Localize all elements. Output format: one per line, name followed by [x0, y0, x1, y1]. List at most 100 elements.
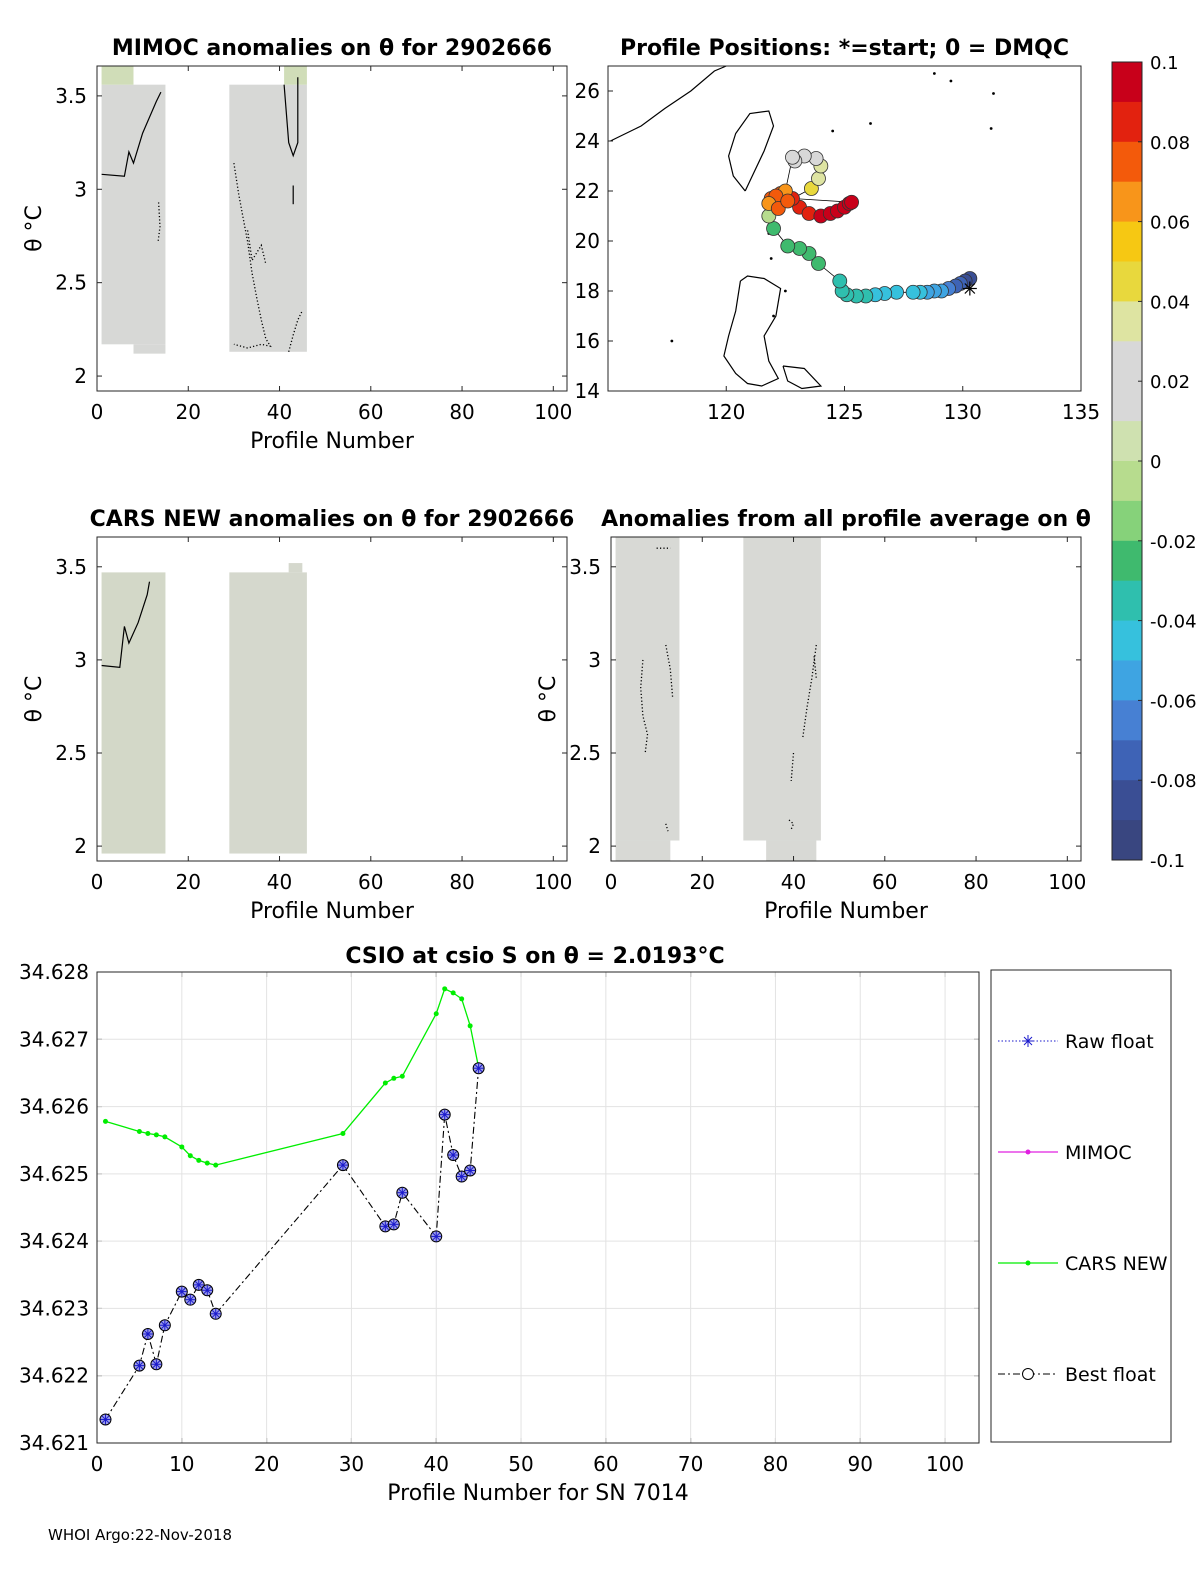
- cars-new-point: [136, 1128, 142, 1134]
- cars-new-point: [382, 1080, 388, 1086]
- raw-float-point: [449, 1151, 458, 1159]
- cars-new-point: [204, 1160, 210, 1166]
- x-tick-label: 20: [176, 400, 201, 424]
- coastline: [727, 110, 775, 192]
- raw-float-point: [398, 1188, 407, 1197]
- raw-float-point: [144, 1330, 152, 1338]
- colorbar-band: [1112, 700, 1142, 741]
- contour-line: [665, 644, 674, 698]
- anomaly-cell-block: [284, 66, 307, 85]
- x-tick-label: 120: [707, 400, 745, 424]
- x-tick-label: 10: [169, 1452, 194, 1476]
- y-tick-label: 34.621: [19, 1431, 89, 1455]
- legend-label: MIMOC: [1065, 1142, 1132, 1164]
- island-dot: [932, 72, 936, 75]
- profile-position-point: [766, 221, 781, 236]
- x-tick-label: 130: [944, 400, 982, 424]
- avg-x-axis-label: Profile Number: [764, 899, 929, 924]
- legend-label: Best float: [1065, 1364, 1156, 1386]
- anomaly-cell-block: [615, 537, 680, 841]
- y-tick-label: 2: [74, 834, 87, 858]
- profile-position-point: [811, 171, 826, 186]
- island-dot: [869, 122, 872, 125]
- cars-new-point: [391, 1075, 397, 1081]
- colorbar-band: [1112, 221, 1142, 262]
- cars-axes-frame: [96, 536, 568, 862]
- y-tick-label: 34.623: [19, 1296, 89, 1320]
- colorbar-tick-label: 0.08: [1150, 133, 1190, 154]
- island-dot: [783, 289, 787, 293]
- colorbar-band: [1112, 421, 1142, 462]
- legend-best-float-marker: [1022, 1368, 1034, 1380]
- raw-float-point: [194, 1281, 203, 1289]
- raw-float-point: [211, 1309, 220, 1318]
- raw-float-point: [432, 1232, 441, 1241]
- profile-position-point: [785, 149, 800, 165]
- y-tick-label: 2.5: [55, 741, 87, 765]
- x-tick-label: 30: [339, 1452, 364, 1476]
- x-tick-label: 0: [91, 870, 104, 894]
- colorbar-band: [1112, 101, 1142, 143]
- cars-new-point: [450, 990, 456, 996]
- avg-title: Anomalies from all profile average on θ: [601, 507, 1091, 532]
- legend-raw-float-marker: [1023, 1036, 1033, 1046]
- colorbar-band: [1112, 62, 1142, 103]
- colorbar-tick-label: 0.04: [1150, 292, 1190, 313]
- colorbar-band: [1112, 740, 1142, 781]
- y-axis-label: θ °C: [22, 676, 47, 723]
- x-tick-label: 20: [176, 870, 201, 894]
- legend-label: Raw float: [1065, 1031, 1154, 1053]
- anomaly-cell-block: [229, 572, 307, 854]
- raw-float-point: [152, 1360, 161, 1369]
- cars-new-point: [179, 1144, 185, 1150]
- profile-position-point: [780, 193, 796, 209]
- footer-text: WHOI Argo:22-Nov-2018: [48, 1526, 232, 1544]
- y-tick-label: 16: [575, 329, 600, 353]
- cars-new-point: [162, 1134, 168, 1140]
- raw-float-point: [440, 1110, 449, 1119]
- x-tick-label: 40: [424, 1452, 449, 1476]
- cars-new-point: [340, 1130, 346, 1136]
- y-tick-label: 34.622: [19, 1364, 89, 1388]
- coastline: [782, 365, 823, 390]
- x-tick-label: 100: [926, 1452, 964, 1476]
- island-dot: [769, 257, 773, 260]
- legend-mimoc-marker: [1025, 1149, 1031, 1155]
- positions-axes-frame: [607, 65, 1082, 392]
- y-tick-label: 18: [575, 279, 600, 303]
- contour-line: [283, 77, 299, 158]
- x-tick-label: 80: [963, 870, 988, 894]
- anomaly-cell-block: [615, 840, 671, 861]
- anomaly-cell-block: [229, 84, 307, 352]
- coastline: [610, 65, 727, 142]
- y-tick-label: 2.5: [569, 741, 601, 765]
- colorbar-band: [1112, 660, 1142, 701]
- anomaly-cell-block: [766, 840, 817, 861]
- cars-new-point: [459, 996, 465, 1002]
- colorbar-tick-label: -0.04: [1150, 612, 1197, 633]
- colorbar-tick-label: -0.02: [1150, 532, 1197, 553]
- legend-label: CARS NEW: [1065, 1253, 1168, 1275]
- contour-line: [288, 310, 303, 352]
- colorbar-band: [1112, 500, 1142, 542]
- y-tick-label: 24: [575, 129, 600, 153]
- colorbar-band: [1112, 820, 1142, 861]
- x-tick-label: 20: [254, 1452, 279, 1476]
- cars-new-point: [442, 986, 448, 992]
- y-tick-label: 3.5: [55, 555, 87, 579]
- mimoc-title: MIMOC anomalies on θ for 2902666: [112, 36, 552, 61]
- raw-float-point: [177, 1287, 186, 1296]
- contour-line: [101, 581, 151, 668]
- y-tick-label: 2.5: [55, 271, 87, 295]
- y-tick-label: 34.624: [19, 1229, 89, 1253]
- raw-float-point: [203, 1286, 212, 1295]
- x-tick-label: 80: [763, 1452, 788, 1476]
- colorbar-tick-label: -0.08: [1150, 771, 1197, 792]
- cars-new-point: [433, 1011, 439, 1017]
- cars-new-point: [153, 1132, 159, 1138]
- raw-float-point: [101, 1415, 110, 1424]
- colorbar-tick-label: 0.02: [1150, 372, 1190, 393]
- cars-new-point: [102, 1118, 108, 1124]
- y-tick-label: 22: [575, 179, 600, 203]
